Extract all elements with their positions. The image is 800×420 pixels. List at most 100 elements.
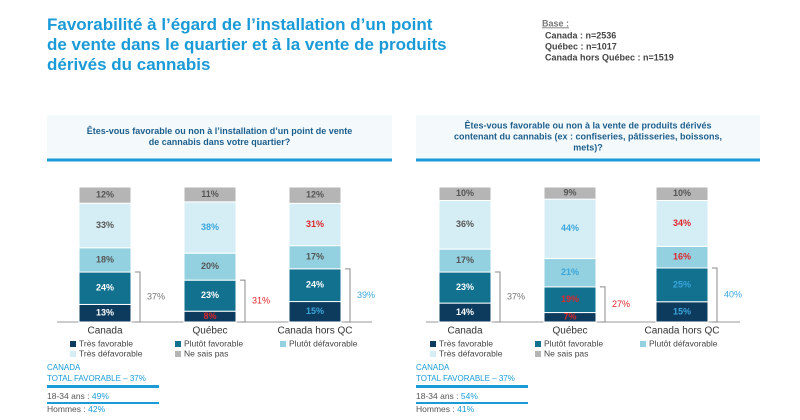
category-label: Canada [87,326,122,337]
question-box [47,115,392,160]
footer-line: Hommes : 41% [416,404,475,414]
footer-region: CANADA [47,363,81,372]
question-text: mets)? [573,142,603,152]
footer-bar [47,402,159,404]
bar-segment [288,268,342,303]
bar-segment [183,279,237,312]
total-bracket [495,271,501,323]
footer-bar [416,402,528,404]
bar-segment [78,271,132,305]
bar-segment [655,200,709,247]
data-label: 18% [96,254,114,264]
legend-label: Plutôt défavorable [289,338,358,348]
data-label: 24% [306,280,324,290]
bar-segment [78,247,132,273]
data-label: 17% [306,252,324,262]
total-bracket [135,271,141,323]
data-label: 13% [96,308,114,318]
legend-swatch [175,351,181,357]
data-label: 23% [201,290,219,300]
footer-line: Hommes : 42% [47,404,106,414]
footer-line-label: Hommes : [416,404,455,414]
bar-segment [288,186,342,204]
total-label: 40% [724,289,742,299]
total-bracket [600,286,606,323]
question-text: contenant du cannabis (ex : confiseries,… [454,131,722,141]
title-line: Favorabilité à l’égard de l’installation… [47,15,433,34]
data-label: 15% [306,306,324,316]
total-label: 37% [147,291,165,301]
data-label: 12% [306,190,324,200]
data-label: 36% [456,219,474,229]
bar-segment [78,186,132,204]
question-text: Êtes-vous favorable ou non à l’installat… [87,125,353,136]
bar-segment [438,186,492,201]
data-label: 16% [673,252,691,262]
question-text: Êtes-vous favorable ou non à la vente de… [464,119,711,130]
legend-label: Ne sais pas [544,348,588,358]
bar-segment [543,198,597,260]
legend-swatch [535,341,541,347]
total-bracket [240,279,246,323]
question-box [416,115,760,160]
footer-line-label: 18-34 ans : [416,391,459,401]
data-label: 10% [456,188,474,198]
data-label: 19% [561,294,579,304]
total-label: 37% [507,291,525,301]
data-label: 12% [96,189,114,199]
base-label: Base : [542,18,569,28]
footer-line-label: 18-34 ans : [47,391,90,401]
legend-label: Très favorable [439,338,493,348]
bar-segment [543,286,597,314]
total-label: 27% [612,299,630,309]
bar-segment [655,186,709,201]
category-label: Canada [447,326,482,337]
footer-total: TOTAL FAVORABLE – 37% [47,374,146,383]
question-text: de cannabis dans votre quartier? [149,137,291,147]
legend-swatch [70,351,76,357]
data-label: 31% [306,219,324,229]
footer-line: 18-34 ans : 54% [416,391,478,401]
bar-segment [183,201,237,254]
legend-label: Très favorable [79,338,133,348]
data-label: 9% [563,187,576,197]
data-label: 15% [673,306,691,316]
total-label: 39% [357,290,375,300]
legend-swatch [535,351,541,357]
footer-line-value: 42% [88,404,105,414]
bar-segment [655,267,709,303]
base-item: Québec : n=1017 [545,41,617,51]
footer-line-value: 41% [457,404,474,414]
category-label: Québec [192,326,227,337]
footer-bar [416,385,528,388]
total-bracket [712,267,718,323]
legend-swatch [175,341,181,347]
base-item: Canada hors Québec : n=1519 [545,52,674,62]
footer-total: TOTAL FAVORABLE – 37% [416,374,515,383]
footer-bar [47,385,159,388]
data-label: 44% [561,223,579,233]
data-label: 7% [563,312,576,322]
bar-segment [543,186,597,200]
total-label: 31% [252,295,270,305]
bar-segment [183,252,237,281]
category-label: Canada hors QC [277,326,352,337]
legend-swatch [280,341,286,347]
data-label: 21% [561,267,579,277]
category-label: Québec [552,326,587,337]
bar-segment [78,202,132,249]
data-label: 20% [201,261,219,271]
total-bracket [345,268,351,323]
bar-segment [183,186,237,203]
legend-swatch [430,341,436,347]
legend-swatch [70,341,76,347]
base-item: Canada : n=2536 [545,30,616,40]
data-label: 17% [456,255,474,265]
bar-segment [438,271,492,304]
data-label: 8% [203,311,216,321]
legend-label: Très défavorable [79,348,143,358]
title-line: dérivés du cannabis [47,55,210,74]
footer-region: CANADA [416,363,450,372]
data-label: 10% [673,188,691,198]
